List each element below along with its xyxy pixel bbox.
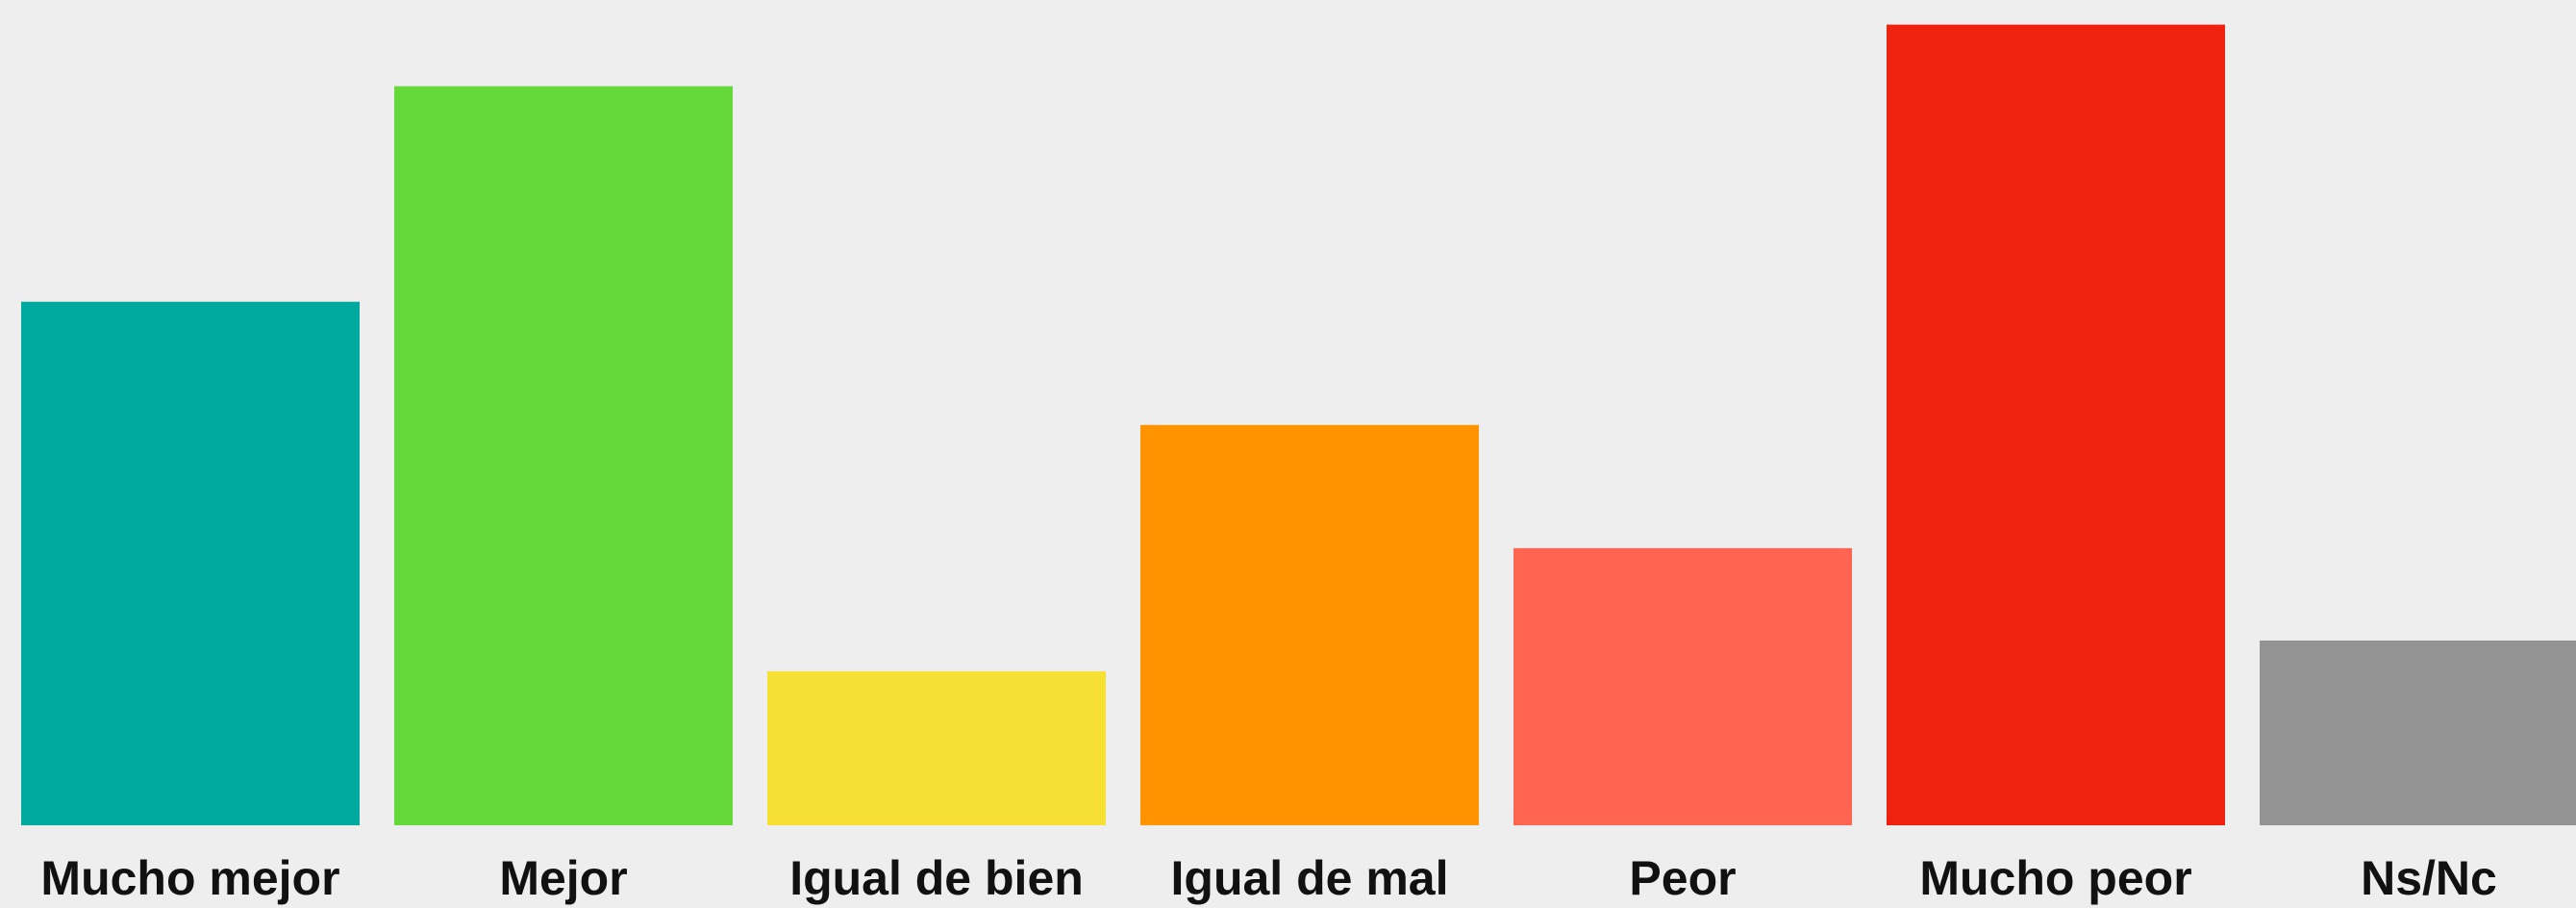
bar (1513, 547, 1852, 825)
bar (2260, 640, 2576, 825)
bar (394, 86, 733, 826)
bar (767, 670, 1106, 825)
x-tick-label: Mucho peor (1919, 851, 2191, 905)
x-tick-label: Ns/Nc (2361, 851, 2497, 905)
bar (21, 301, 360, 825)
bar (1140, 424, 1479, 825)
x-tick-label: Mejor (499, 851, 627, 905)
x-tick-label: Igual de mal (1171, 851, 1449, 905)
x-tick-label: Peor (1629, 851, 1736, 905)
x-tick-label: Igual de bien (789, 851, 1084, 905)
x-tick-label: Mucho mejor (40, 851, 339, 905)
bar (1887, 24, 2225, 826)
